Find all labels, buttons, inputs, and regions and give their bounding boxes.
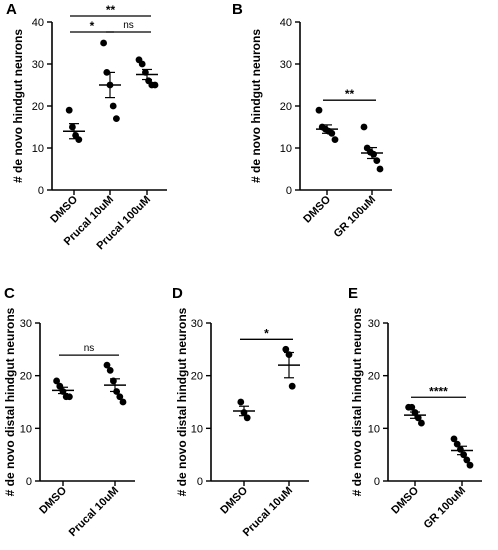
category-label: GR 100uM [422,485,469,532]
panel-D: D 0 10 20 30# de novo distal hindgut neurons… [172,285,309,539]
y-tick-label: 10 [191,423,203,435]
data-point [113,115,120,122]
data-point [75,136,83,144]
data-point [282,345,290,353]
data-point [65,106,73,114]
y-tick-label: 20 [191,371,203,383]
y-tick-label: 10 [368,423,380,435]
panel-C: C 0 10 20 30# de novo distal hindgut neurons… [3,285,135,539]
data-point [106,367,114,374]
data-point [53,377,60,385]
category-label: DMSO [218,484,250,516]
panel-label: B [232,1,243,18]
data-point [360,123,368,131]
y-tick-label: 20 [368,371,380,383]
significance-label: * [90,19,95,33]
data-point [370,150,377,158]
significance-label: ** [345,87,355,101]
y-tick-label: 10 [20,423,32,435]
y-tick-label: 0 [26,476,32,488]
data-point [237,398,245,406]
significance-label: ns [123,20,134,31]
y-tick-label: 30 [32,59,44,71]
y-tick-label: 40 [280,17,292,29]
y-tick-label: 40 [32,17,44,29]
y-tick-label: 0 [197,476,203,488]
y-tick-label: 20 [280,101,292,113]
significance-label: ** [106,3,116,17]
data-point [116,393,124,401]
significance-label: * [264,326,269,340]
data-point [466,461,474,469]
data-point [56,382,64,390]
panel-label: C [4,285,15,302]
category-label: DMSO [301,193,333,225]
category-label: DMSO [37,484,69,516]
panel-label: E [348,285,358,302]
y-tick-label: 20 [32,101,44,113]
y-tick-label: 30 [280,59,292,71]
significance-label: ns [84,343,95,354]
y-tick-label: 0 [38,185,44,197]
y-tick-label: 10 [32,143,44,155]
data-point [100,39,107,47]
category-label: Prucal 10uM [67,485,121,539]
category-label: GR 100uM [332,194,379,241]
y-tick-label: 20 [20,371,32,383]
panel-B: B 0 10 20 30 40 # de novo hindgut neurons DMSOG… [232,1,392,240]
y-tick-label: 0 [374,476,380,488]
y-axis-label: # de novo distal hindgut neurons [350,307,364,496]
y-tick-label: 30 [191,318,203,330]
category-label: DMSO [389,484,421,516]
data-point [69,123,76,131]
y-axis-label: # de novo hindgut neurons [249,29,263,183]
y-tick-label: 0 [286,185,292,197]
data-point [103,361,111,369]
y-tick-label: 30 [368,318,380,330]
panel-label: A [6,1,17,18]
data-point [66,393,73,401]
y-axis-label: # de novo distal hindgut neurons [175,307,189,496]
y-tick-label: 10 [280,143,292,155]
data-point [408,403,416,411]
data-point [463,456,471,464]
category-label: DMSO [48,193,80,225]
data-point [376,165,384,173]
data-point [109,102,117,110]
y-axis-label: # de novo distal hindgut neurons [3,307,17,496]
data-point [331,136,339,144]
significance-label: **** [429,384,448,398]
data-point [138,60,146,68]
panel-label: D [172,285,183,302]
data-point [450,435,458,443]
y-axis-label: # de novo hindgut neurons [11,29,25,183]
panel-E: E 0 10 20 30 # de novo distal hindgut neurons… [348,285,482,531]
y-tick-label: 30 [20,318,32,330]
data-point [418,419,425,427]
data-point [151,81,159,89]
data-point [315,106,323,114]
data-point [288,382,296,390]
data-point [119,398,127,406]
